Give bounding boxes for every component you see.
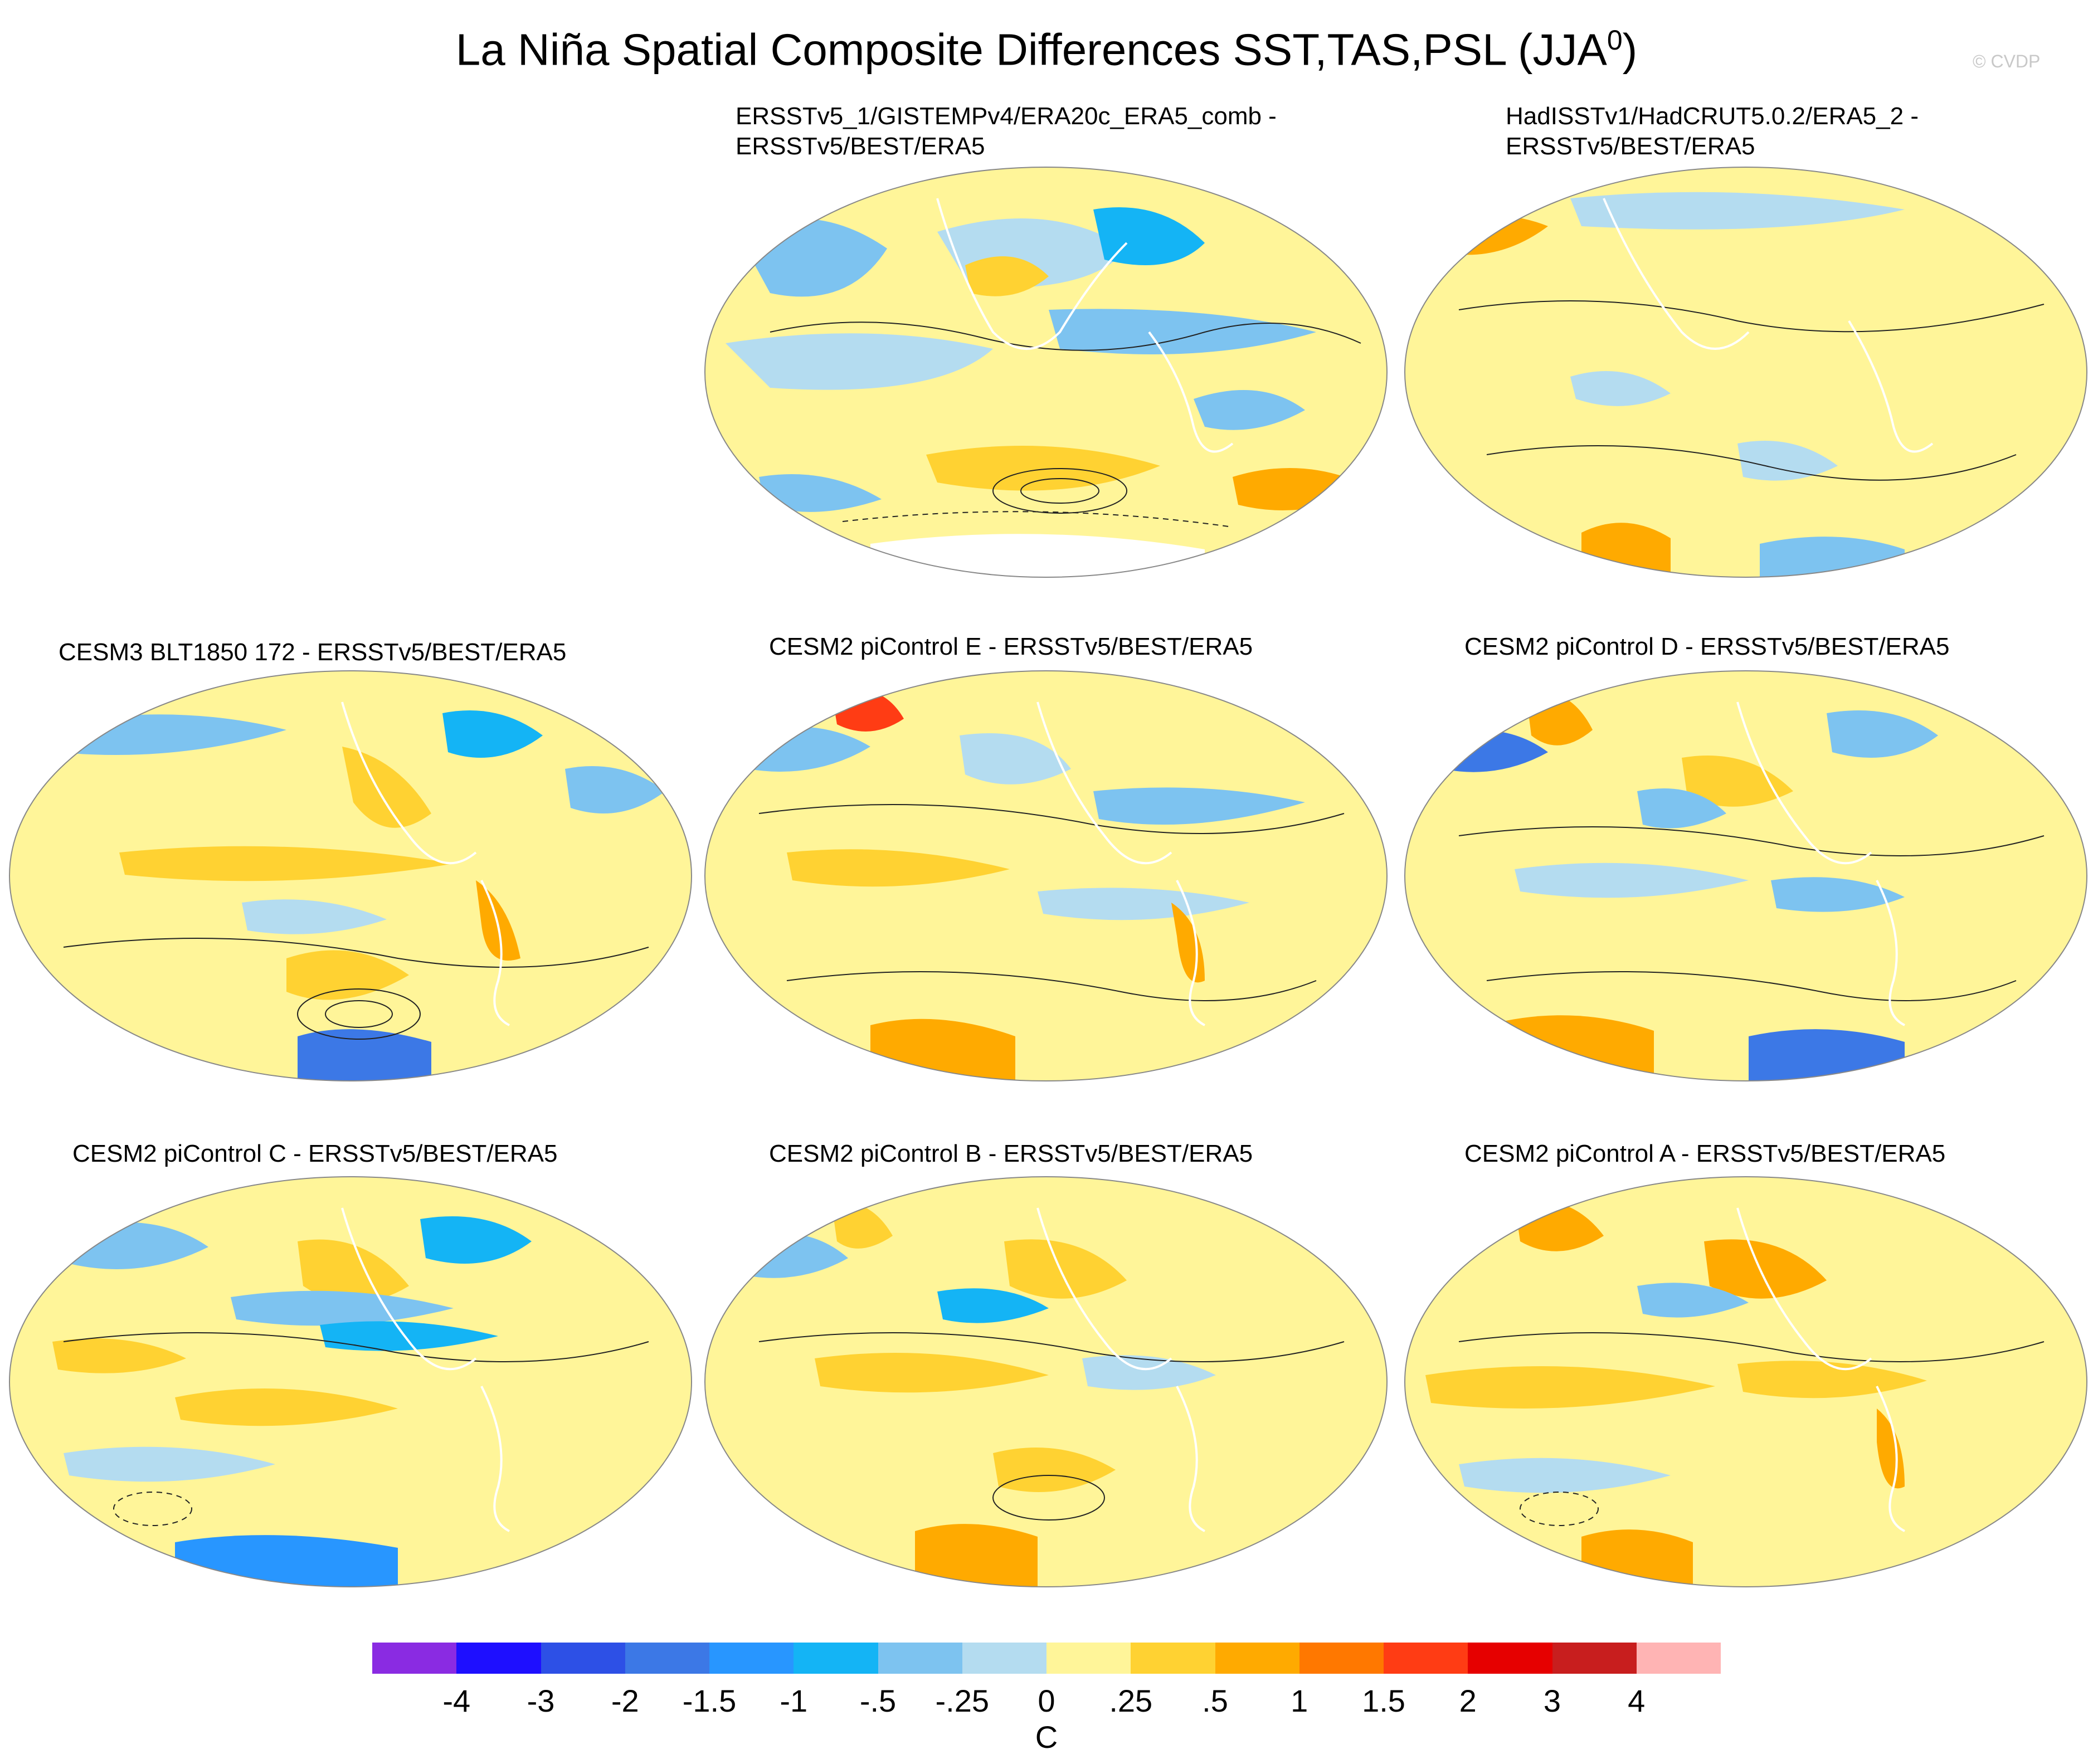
colorbar-box-13 — [1468, 1643, 1552, 1674]
colorbar-tick-label: 2 — [1459, 1683, 1477, 1718]
colorbar-box-15 — [1636, 1643, 1721, 1674]
map-panel-1 — [704, 167, 1388, 578]
colorbar-tick-label: 1.5 — [1362, 1683, 1405, 1718]
figure-title: La Niña Spatial Composite Differences SS… — [0, 12, 2093, 78]
colorbar-box-12 — [1384, 1643, 1468, 1674]
colorbar-tick-label: 3 — [1543, 1683, 1561, 1718]
colorbar-box-9 — [1131, 1643, 1215, 1674]
colorbar-tick-label: .5 — [1202, 1683, 1228, 1718]
figure-title-superscript: 0 — [1607, 25, 1623, 56]
colorbar-tick-label: 4 — [1628, 1683, 1646, 1718]
colorbar-box-1 — [456, 1643, 541, 1674]
colorbar-units: C — [1035, 1719, 1058, 1755]
colorbar-tick-label: -4 — [442, 1683, 471, 1718]
colorbar-tick-label: 1 — [1291, 1683, 1308, 1718]
colorbar-tick-label: -.25 — [935, 1683, 990, 1718]
colorbar-box-10 — [1215, 1643, 1299, 1674]
panel-title-1: ERSSTv5_1/GISTEMPv4/ERA20c_ERA5_comb - E… — [736, 103, 1277, 160]
colorbar — [372, 1643, 1721, 1674]
colorbar-tick-label: -1 — [780, 1683, 808, 1718]
figure-title-text: La Niña Spatial Composite Differences SS… — [455, 25, 1607, 75]
colorbar-tick-label: -3 — [527, 1683, 555, 1718]
panel-title-5: CESM2 piControl D - ERSSTv5/BEST/ERA5 — [1464, 633, 1950, 660]
map-panel-3 — [9, 670, 692, 1081]
map-panel-6 — [9, 1176, 692, 1587]
colorbar-box-0 — [372, 1643, 457, 1674]
map-panel-5 — [1404, 670, 2087, 1081]
panel-title-3: CESM3 BLT1850 172 - ERSSTv5/BEST/ERA5 — [59, 639, 567, 666]
colorbar-box-2 — [541, 1643, 625, 1674]
colorbar-box-11 — [1299, 1643, 1384, 1674]
copyright-label: © CVDP — [1973, 51, 2041, 71]
colorbar-box-3 — [625, 1643, 709, 1674]
colorbar-box-6 — [878, 1643, 962, 1674]
colorbar-box-7 — [962, 1643, 1046, 1674]
panel-title-7: CESM2 piControl B - ERSSTv5/BEST/ERA5 — [769, 1140, 1253, 1167]
map-panel-2 — [1404, 167, 2087, 578]
colorbar-box-8 — [1046, 1643, 1131, 1674]
colorbar-tick-label: -2 — [611, 1683, 639, 1718]
colorbar-tick-label: 0 — [1038, 1683, 1055, 1718]
colorbar-tick-label: -1.5 — [682, 1683, 737, 1718]
figure-title-close: ) — [1622, 25, 1638, 75]
colorbar-tick-label: -.5 — [859, 1683, 897, 1718]
map-panel-8 — [1404, 1176, 2087, 1587]
panel-title-8: CESM2 piControl A - ERSSTv5/BEST/ERA5 — [1464, 1140, 1946, 1167]
panel-title-4: CESM2 piControl E - ERSSTv5/BEST/ERA5 — [769, 633, 1253, 660]
colorbar-box-4 — [709, 1643, 794, 1674]
map-panel-4 — [704, 670, 1388, 1081]
map-panel-7 — [704, 1176, 1388, 1587]
panel-title-6: CESM2 piControl C - ERSSTv5/BEST/ERA5 — [72, 1140, 558, 1167]
panel-title-2: HadISSTv1/HadCRUT5.0.2/ERA5_2 - ERSSTv5/… — [1506, 103, 1919, 160]
colorbar-box-5 — [794, 1643, 878, 1674]
colorbar-box-14 — [1552, 1643, 1637, 1674]
colorbar-tick-label: .25 — [1109, 1683, 1153, 1718]
